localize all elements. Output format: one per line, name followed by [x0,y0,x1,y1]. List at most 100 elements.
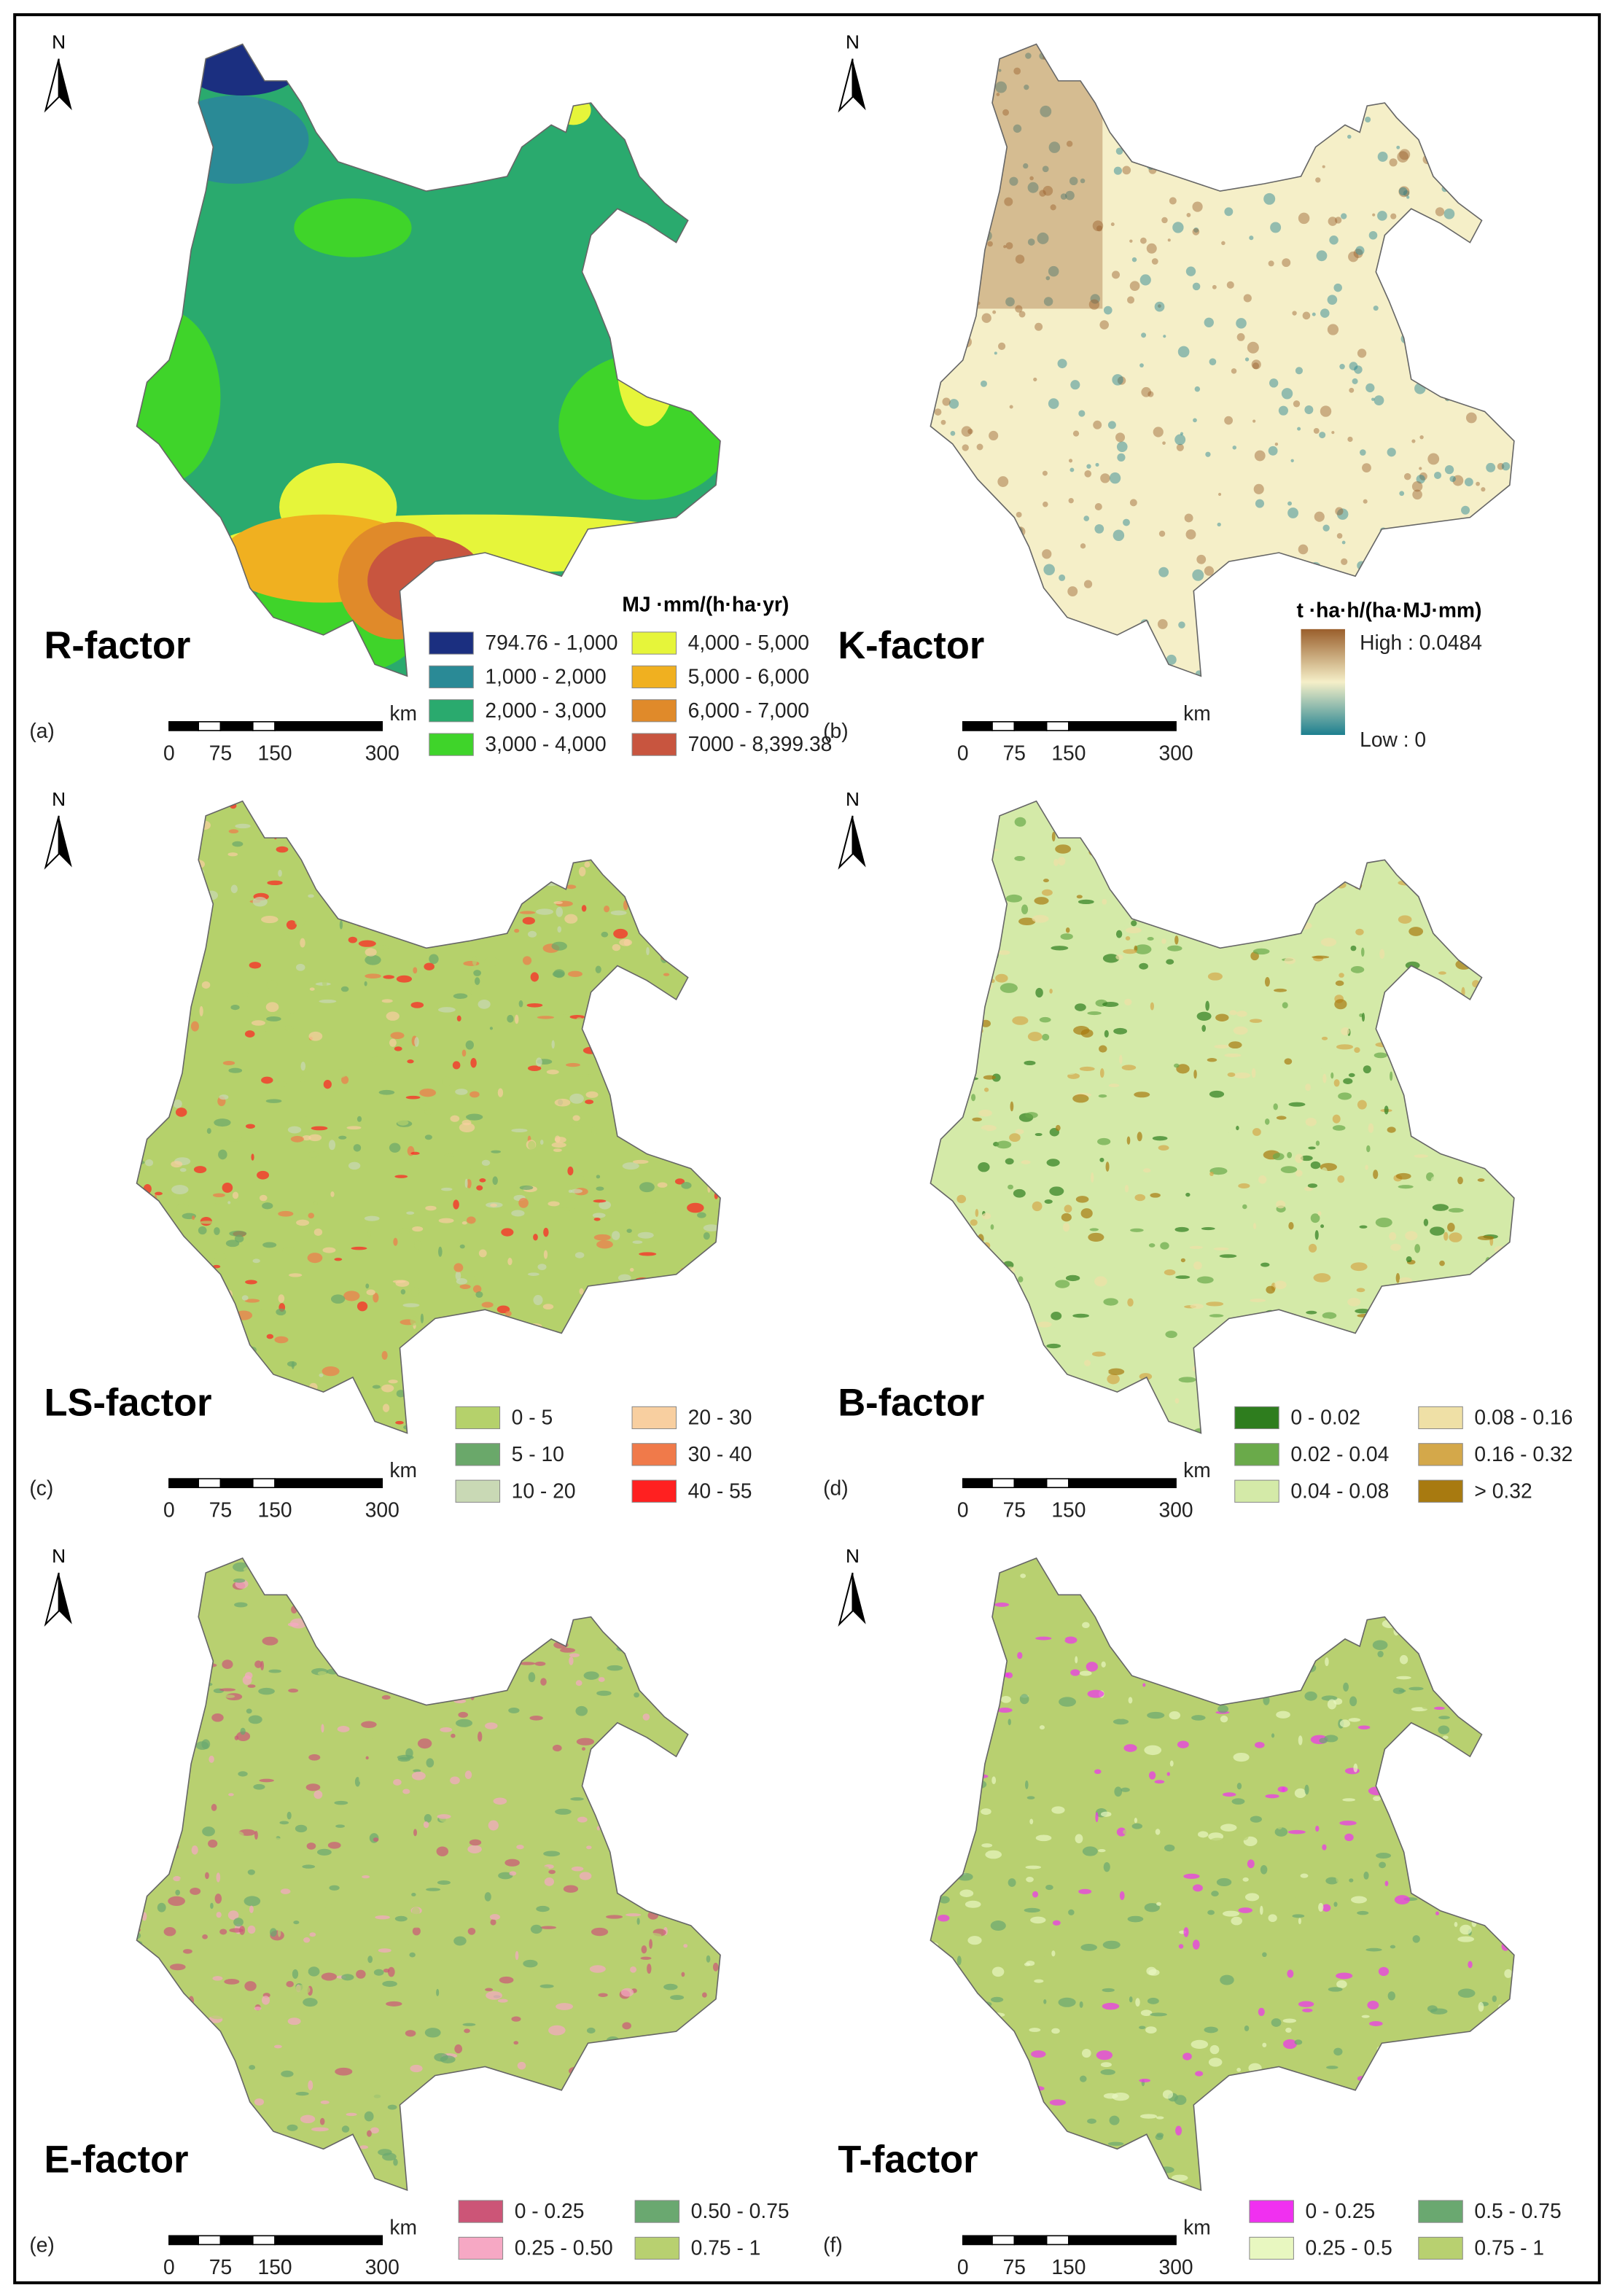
map-texture [1131,1823,1143,1829]
map-texture [604,905,610,913]
map-texture [1155,1829,1161,1835]
map-texture [1374,395,1384,406]
map-texture [474,1273,484,1280]
map-texture [1271,1733,1275,1738]
scale-label: 150 [258,741,292,764]
legend-label: 0 - 0.25 [515,2199,585,2222]
map-texture [1406,195,1410,199]
map-texture [1411,439,1416,443]
map-texture [1139,363,1144,368]
map-texture [1341,1027,1350,1035]
map-texture [370,1903,383,1913]
map-texture [666,1999,670,2002]
map-texture [523,1959,538,1968]
map-texture [1055,1280,1070,1288]
map-texture [485,1722,498,1729]
map-texture [367,2130,372,2137]
map-texture [1249,236,1254,241]
map-texture [371,1056,384,1065]
map-texture [498,1872,513,1880]
map-texture [386,1011,400,1021]
map-texture [313,1201,318,1205]
map-texture [191,1845,198,1855]
map-texture [1478,2001,1484,2012]
map-texture [1080,1944,1097,1951]
map-texture [319,1373,324,1377]
map-texture [365,954,381,965]
map-texture [287,2017,301,2025]
map-texture [1239,1828,1252,1834]
map-texture [1338,1092,1352,1100]
map-texture [199,1221,216,1224]
map-texture [1087,2118,1096,2124]
map-texture [1430,1175,1449,1185]
legend-label: > 0.32 [1474,1479,1532,1502]
map-texture [504,1310,512,1317]
map-texture [1433,1706,1445,1710]
map-texture [1432,1204,1449,1211]
map-texture [1000,983,1018,993]
map-texture [1398,1689,1406,1693]
map-texture [1434,952,1438,962]
map-texture [235,823,251,829]
map-texture [1321,1695,1338,1701]
map-texture [1398,915,1412,924]
map-texture [316,1848,332,1856]
map-texture [1193,418,1197,423]
map-texture [358,940,376,947]
map-texture [1117,453,1126,462]
scale-segment [1045,1478,1069,1489]
map-texture [1051,933,1058,940]
map-texture [1083,580,1093,588]
map-texture [242,1675,252,1685]
map-texture [1213,1247,1229,1250]
map-texture [576,1737,594,1746]
map-texture [535,1057,542,1067]
map-texture [455,1271,461,1281]
map-texture [644,1932,662,1939]
map-texture [1332,1114,1341,1124]
map-texture [210,2013,225,2020]
map-texture [1144,1903,1160,1912]
map-texture [1147,1997,1159,2004]
map-texture [1039,1725,1045,1730]
map-texture [1167,945,1182,952]
map-texture [1102,1988,1115,1993]
map-texture [1174,434,1186,445]
map-texture [254,2098,265,2106]
map-texture [1376,1853,1392,1859]
map-texture [308,1134,322,1142]
map-texture [1486,462,1496,472]
map-texture [254,1830,258,1840]
map-texture [496,2060,507,2069]
legend-swatch [634,2200,680,2223]
map-texture [289,1007,295,1014]
map-texture [489,1914,500,1921]
map-area [930,1557,1514,2190]
map-texture [1412,1935,1420,1943]
map-texture [464,1178,468,1188]
scale-label: 150 [1051,2255,1086,2279]
map-texture [1206,1301,1224,1307]
map-texture [1084,470,1092,478]
map-texture [1354,365,1363,374]
map-texture [639,1252,657,1256]
map-texture [1073,1026,1090,1035]
map-texture [273,2044,282,2049]
map-texture [1158,530,1166,537]
legend-swatch [631,733,677,756]
map-texture [388,1379,398,1384]
legend-swatch [631,631,677,655]
map-texture [1339,973,1344,978]
map-texture [1268,260,1274,267]
map-texture [1262,2042,1267,2047]
map-texture [956,1194,967,1204]
map-texture [1336,1980,1347,1988]
map-texture [402,1303,420,1307]
map-texture [408,1920,425,1929]
map-texture [1140,237,1147,244]
map-texture [238,1771,248,1777]
map-texture [397,2076,408,2087]
map-texture [1365,1164,1368,1170]
map-texture [1107,1374,1120,1385]
